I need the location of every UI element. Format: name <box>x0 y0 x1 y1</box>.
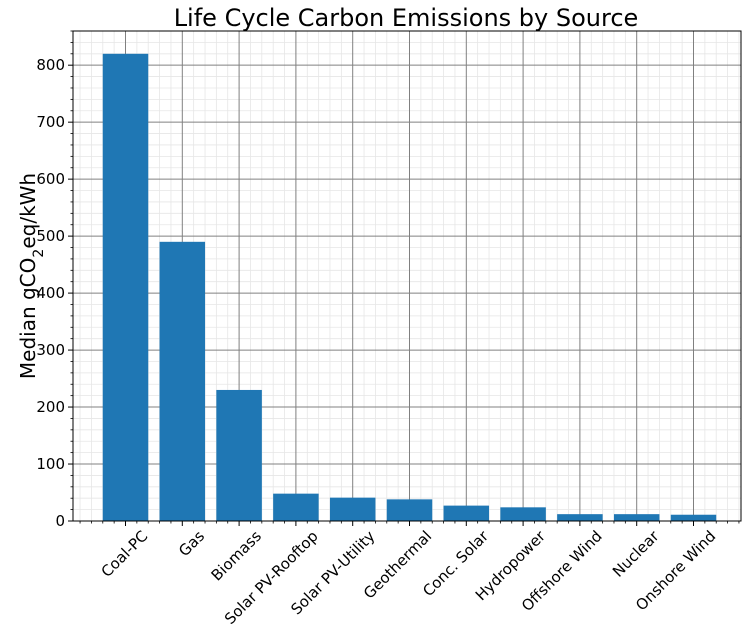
y-tick-label: 400 <box>36 284 65 302</box>
major-grid <box>73 31 741 522</box>
y-tick-label: 300 <box>36 341 65 359</box>
bars <box>102 53 717 521</box>
y-tick-label: 100 <box>36 455 65 473</box>
y-tick-label: 500 <box>36 227 65 245</box>
bar-solar-pv-utility <box>329 497 376 521</box>
y-tick-label: 0 <box>55 512 65 530</box>
chart-title: Life Cycle Carbon Emissions by Source <box>174 4 639 32</box>
y-axis: 0 100 200 300 400 500 600 700 800 <box>36 30 73 530</box>
bar-conc-solar <box>443 505 490 521</box>
bar-hydropower <box>500 507 546 521</box>
bar-coal-pc <box>102 53 149 521</box>
y-axis-label: Median gCO2eq/kWh <box>16 173 47 379</box>
y-tick-label: 700 <box>36 113 65 131</box>
bar-biomass <box>216 389 262 521</box>
bar-nuclear <box>613 514 660 521</box>
bar-solar-pv-rooftop <box>273 493 319 521</box>
y-tick-label: 200 <box>36 398 65 416</box>
bar-gas <box>159 241 206 521</box>
bar-geothermal <box>386 499 433 521</box>
bar-offshore-wind <box>557 514 603 521</box>
y-tick-label: 800 <box>36 56 65 74</box>
bar-onshore-wind <box>670 514 717 521</box>
y-tick-label: 600 <box>36 170 65 188</box>
plot-frame <box>72 30 742 522</box>
